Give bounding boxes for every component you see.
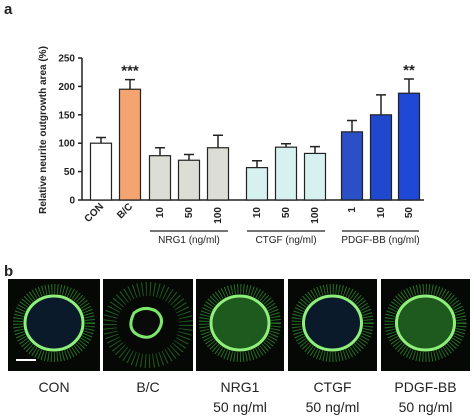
error-bar [125, 78, 135, 90]
image-sublabel: 50 ng/ml [306, 399, 360, 415]
bar [340, 131, 364, 201]
x-tick-label: 50 [404, 207, 415, 219]
group-label: NRG1 (ng/ml) [158, 235, 220, 246]
explant [395, 294, 456, 352]
bar [118, 88, 142, 201]
image-label: B/C [136, 379, 159, 395]
explant [23, 294, 85, 352]
x-tick-label: 10 [252, 207, 263, 219]
x-tick-label: 10 [155, 207, 166, 219]
group-label: CTGF (ng/ml) [255, 235, 316, 246]
bar [245, 167, 269, 201]
neurite-halo [103, 282, 193, 368]
error-bar [376, 94, 386, 115]
group-label: PDGF-BB (ng/ml) [341, 235, 419, 246]
x-tick-label: 100 [213, 207, 224, 224]
error-bar [252, 160, 262, 168]
bar [89, 142, 113, 201]
y-tick-label: 0 [69, 196, 75, 207]
image-label: PDGF-BB [394, 379, 456, 395]
x-tick-label: 50 [281, 207, 292, 219]
y-tick-label: 150 [58, 110, 75, 121]
x-tick-label: 1 [347, 207, 358, 213]
neurite-halo [199, 284, 281, 362]
image-label: CON [38, 379, 69, 395]
bar [177, 159, 201, 201]
bar [397, 92, 421, 201]
error-bar [96, 136, 106, 144]
bar [369, 114, 393, 201]
neurite-halo [13, 284, 95, 362]
explant [209, 294, 271, 352]
panel-label: a [4, 1, 13, 18]
error-bar [184, 153, 194, 161]
error-bar [213, 134, 223, 148]
image-label: NRG1 [221, 379, 260, 395]
bar [206, 147, 230, 201]
error-bar [404, 78, 414, 94]
y-tick-label: 200 [58, 82, 75, 93]
error-bar [310, 145, 320, 154]
explant [129, 306, 163, 339]
x-tick-label: 10 [376, 207, 387, 219]
image-label: CTGF [313, 379, 351, 395]
x-tick-label: 50 [184, 207, 195, 219]
image-sublabel: 50 ng/ml [399, 399, 453, 415]
y-tick-label: 50 [64, 167, 76, 178]
y-axis-label: Relative neurite outgrowth area (%) [38, 46, 49, 214]
x-tick-label: 100 [310, 207, 321, 224]
explant [302, 294, 363, 352]
significance-label: *** [121, 63, 139, 80]
y-tick-label: 100 [58, 139, 75, 150]
bar [148, 155, 172, 201]
x-tick-label: B/C [115, 201, 135, 221]
image-sublabel: 50 ng/ml [213, 399, 267, 415]
x-tick-label: CON [83, 201, 107, 225]
neurite-halo [291, 284, 374, 362]
y-tick-label: 250 [58, 54, 75, 65]
bar [303, 152, 327, 201]
panel-label: b [4, 263, 13, 280]
bar [274, 146, 298, 201]
error-bar [155, 146, 165, 156]
neurite-halo [384, 284, 467, 362]
significance-label: ** [403, 62, 415, 79]
micrographs [8, 279, 470, 371]
error-bar [347, 119, 357, 132]
